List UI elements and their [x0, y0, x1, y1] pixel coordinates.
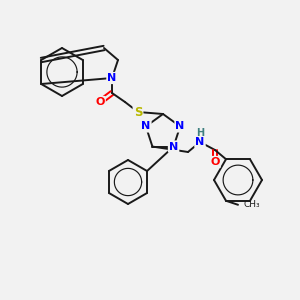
Text: N: N: [195, 137, 205, 147]
Text: O: O: [95, 97, 105, 107]
Text: CH₃: CH₃: [243, 200, 260, 209]
Text: N: N: [176, 122, 185, 131]
Text: S: S: [134, 106, 142, 118]
Text: O: O: [210, 157, 220, 167]
Text: N: N: [141, 122, 151, 131]
Text: N: N: [169, 142, 178, 152]
Text: H: H: [196, 128, 204, 138]
Text: N: N: [107, 73, 117, 83]
